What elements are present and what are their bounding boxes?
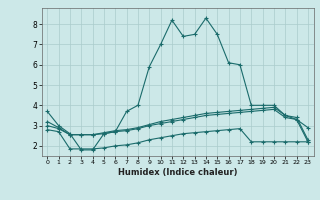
X-axis label: Humidex (Indice chaleur): Humidex (Indice chaleur) — [118, 168, 237, 177]
